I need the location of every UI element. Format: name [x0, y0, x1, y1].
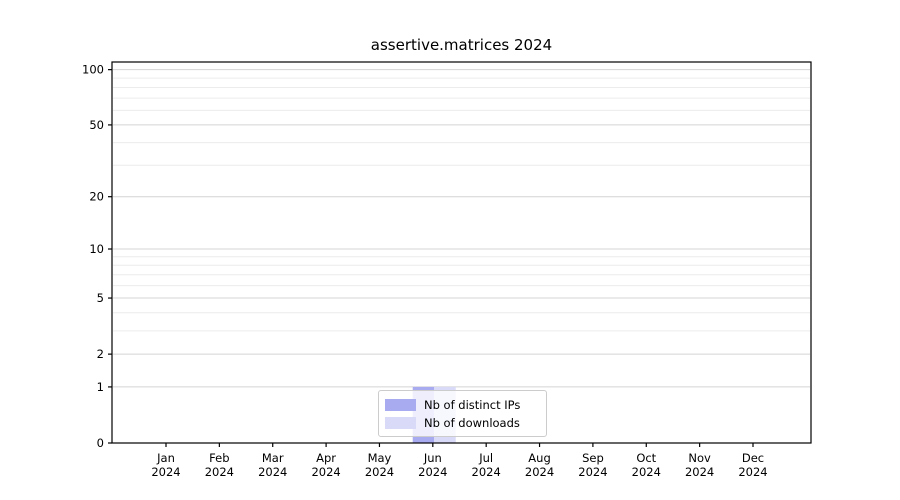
x-tick-label: Apr 2024 — [311, 451, 340, 479]
x-tick-label: Jan 2024 — [151, 451, 180, 479]
legend-swatch-distinct-ips — [385, 398, 416, 411]
x-tick-label: Sep 2024 — [578, 451, 607, 479]
x-tick-label: May 2024 — [365, 451, 394, 479]
chart-title: assertive.matrices 2024 — [370, 36, 553, 54]
y-tick-label: 2 — [97, 347, 104, 361]
y-axis-ticks: 0 1 2 5 10 20 50 100 — [82, 63, 112, 450]
chart-legend: Nb of distinct IPs Nb of downloads — [378, 390, 547, 437]
x-tick-label: Jul 2024 — [472, 451, 501, 479]
legend-swatch-downloads — [385, 416, 416, 429]
y-tick-label: 10 — [89, 242, 104, 256]
y-tick-label: 1 — [97, 380, 104, 394]
y-tick-label: 50 — [89, 118, 104, 132]
legend-entry-distinct-ips: Nb of distinct IPs — [385, 398, 538, 412]
legend-label-distinct-ips: Nb of distinct IPs — [424, 397, 521, 412]
grid-major — [113, 69, 810, 388]
x-tick-label: Nov 2024 — [685, 451, 714, 479]
x-tick-label: Jun 2024 — [418, 451, 447, 479]
y-tick-label: 20 — [89, 190, 104, 204]
legend-label-downloads: Nb of downloads — [424, 415, 520, 430]
y-tick-label: 5 — [97, 291, 104, 305]
legend-entry-downloads: Nb of downloads — [385, 416, 538, 430]
x-tick-label: Aug 2024 — [525, 451, 554, 479]
x-tick-label: Oct 2024 — [632, 451, 661, 479]
x-tick-label: Mar 2024 — [258, 451, 287, 479]
plot-border — [111, 61, 812, 444]
x-tick-label: Feb 2024 — [205, 451, 234, 479]
grid-minor — [113, 77, 810, 332]
x-axis-ticks: Jan 2024 Feb 2024 Mar 2024 Apr 2024 May 2024 Jun 20… — [151, 443, 768, 479]
y-tick-label: 100 — [82, 63, 104, 77]
y-tick-label: 0 — [97, 436, 104, 450]
x-tick-label: Dec 2024 — [738, 451, 767, 479]
